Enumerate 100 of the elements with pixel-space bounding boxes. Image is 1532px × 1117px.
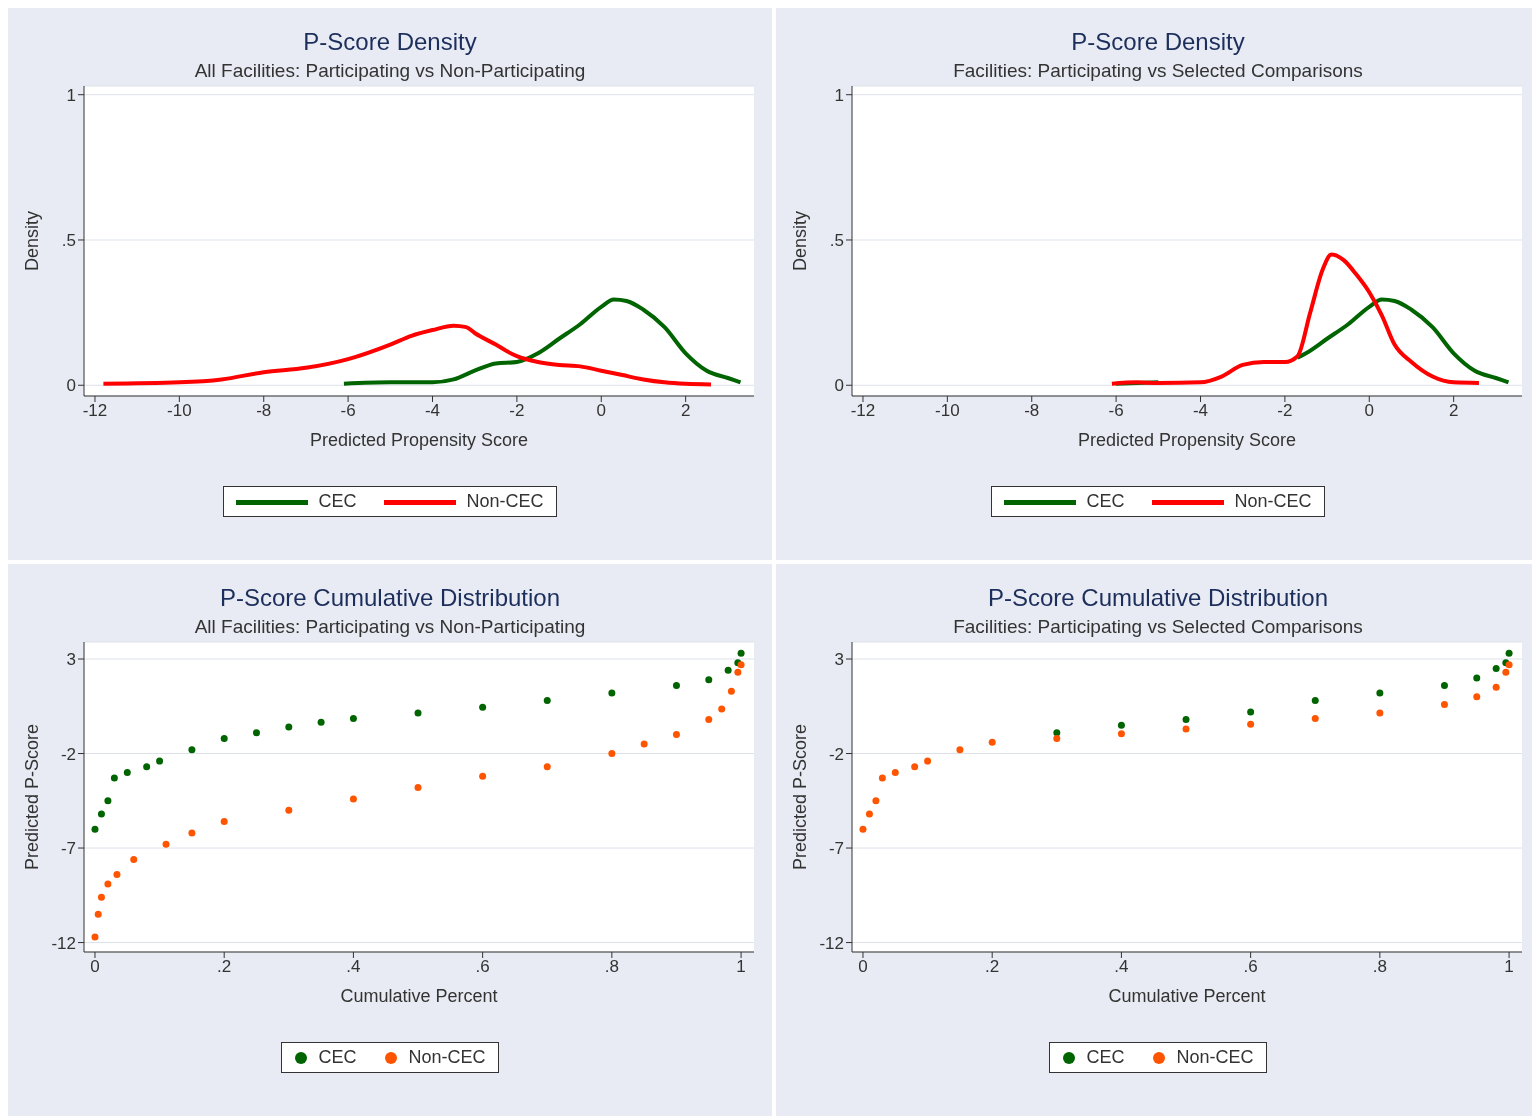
x-tick-label: 1 [1504,957,1514,977]
point [162,840,170,848]
x-tick-label: -12 [850,401,876,421]
x-tick-label: -2 [509,401,525,421]
chart-title: P-Score Cumulative Distribution [986,583,1330,612]
chart-title: P-Score Density [302,27,478,56]
chart-subtitle: Facilities: Participating vs Selected Comparisons [952,616,1364,638]
legend-label: Non-CEC [1234,491,1312,512]
line-series [101,323,713,387]
point [1440,700,1448,708]
point [1492,683,1500,691]
legend-label: CEC [1086,1047,1125,1068]
y-axis-title: Density [22,210,43,272]
point [479,703,487,711]
point [705,676,713,684]
line-series [1109,252,1481,386]
point [608,750,616,758]
x-tick-label: 0 [90,957,100,977]
point [317,718,325,726]
point [1440,681,1448,689]
point [253,729,261,737]
y-tick-label: 3 [834,650,844,670]
x-tick-label: .4 [1114,957,1129,977]
y-tick-label: 0 [834,376,844,396]
x-tick-label: -2 [1277,401,1293,421]
legend-label: CEC [1086,491,1125,512]
x-tick-label: 1 [736,957,746,977]
y-axis-title: Density [790,210,811,272]
point [97,893,105,901]
legend-label: Non-CEC [466,491,544,512]
point [94,910,102,918]
y-tick-label: -7 [60,839,76,859]
point [97,810,105,818]
point [1247,708,1255,716]
point [705,716,713,723]
point [1117,730,1125,738]
x-tick-label: 0 [1364,401,1374,421]
point [110,774,118,782]
y-tick-label: 1 [66,85,76,105]
point [865,810,873,818]
y-tick-label: -2 [60,744,76,764]
x-tick-label: .4 [346,957,361,977]
point [1053,729,1061,737]
x-axis-title: Cumulative Percent [1108,986,1266,1006]
point [1182,725,1190,733]
point [872,797,880,805]
point [640,740,648,748]
point [220,734,228,742]
x-axis-title: Predicted Propensity Score [1077,430,1297,450]
point [988,738,996,746]
point [672,731,680,739]
point [608,689,616,697]
x-axis-title: Cumulative Percent [340,986,498,1006]
point [349,715,357,723]
y-tick-label: 3 [66,650,76,670]
legend-label: CEC [318,1047,357,1068]
point [672,681,680,689]
point [734,668,742,676]
point [727,687,735,695]
y-tick-label: 0 [66,376,76,396]
point [91,825,99,833]
point [724,666,732,674]
y-tick-label: .5 [829,231,844,251]
x-tick-label: -12 [82,401,108,421]
x-tick-label: -8 [1024,401,1040,421]
point [1376,709,1384,717]
line-series [341,297,743,386]
point [220,818,228,826]
chart-title: P-Score Cumulative Distribution [218,583,562,612]
point [285,806,293,814]
y-axis-title: Predicted P-Score [790,723,811,871]
point [1505,649,1513,657]
y-tick-label: -12 [51,933,76,953]
point [479,772,487,780]
point [414,784,422,792]
point [130,855,138,863]
point [956,746,964,754]
point [1117,721,1125,729]
x-tick-label: 2 [1448,401,1459,421]
point [859,825,867,833]
point [1473,674,1481,682]
point [718,705,726,713]
point [123,768,131,776]
point [113,871,121,878]
point [1473,693,1481,701]
point [349,795,357,803]
x-tick-label: .8 [1372,957,1387,977]
x-tick-label: .8 [604,957,619,977]
x-tick-label: .6 [1243,957,1258,977]
x-tick-label: -10 [935,401,960,421]
point [143,763,151,771]
x-tick-label: .6 [475,957,490,977]
y-tick-label: .5 [61,231,76,251]
x-axis-title: Predicted Propensity Score [309,430,529,450]
point [1502,668,1510,676]
x-tick-label: .2 [985,957,1000,977]
legend-label: Non-CEC [1176,1047,1254,1068]
point [1247,720,1255,728]
legend-label: Non-CEC [408,1047,486,1068]
point [156,757,164,765]
